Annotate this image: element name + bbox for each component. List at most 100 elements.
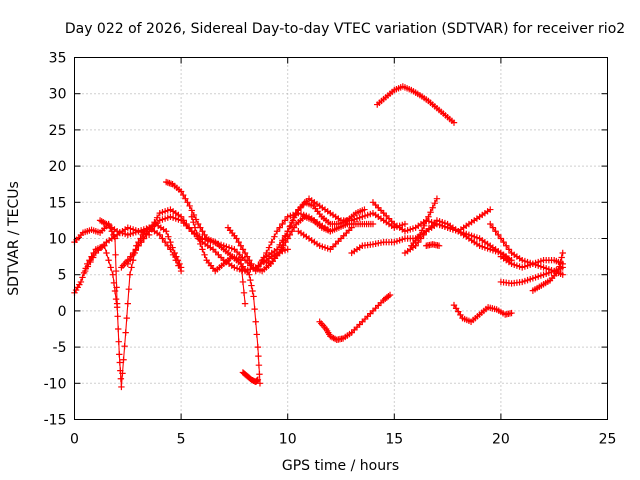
series-arc-9: [224, 213, 377, 275]
data-point: [126, 271, 134, 278]
data-point: [188, 213, 195, 220]
y-tick-label: 5: [58, 268, 67, 284]
data-point: [165, 233, 172, 240]
data-point: [247, 276, 254, 284]
data-point: [143, 231, 150, 239]
data-point: [427, 209, 434, 216]
data-point: [425, 213, 432, 220]
x-axis-label: GPS time / hours: [282, 458, 399, 474]
data-point: [500, 238, 507, 246]
data-point: [116, 351, 123, 358]
series-arc-12: [263, 195, 409, 260]
data-point: [503, 242, 510, 249]
data-point: [416, 231, 424, 239]
data-point: [177, 267, 185, 275]
data-point: [201, 231, 208, 239]
data-point: [77, 278, 85, 286]
data-point: [167, 246, 174, 253]
data-point: [273, 228, 281, 235]
data-point: [251, 305, 258, 313]
data-point: [114, 313, 121, 320]
data-point: [254, 343, 262, 351]
data-point: [140, 235, 147, 242]
series-arc-22: [487, 220, 566, 278]
data-point: [559, 249, 566, 257]
data-point: [239, 246, 247, 253]
data-point: [180, 191, 187, 199]
data-point: [116, 359, 124, 366]
data-point: [271, 233, 278, 240]
data-point: [186, 202, 193, 210]
data-point: [199, 228, 206, 235]
data-point: [497, 235, 505, 242]
data-point: [276, 224, 283, 231]
data-point: [286, 231, 294, 239]
data-point: [123, 314, 130, 322]
data-point: [135, 242, 142, 249]
series-arc-20: [423, 241, 443, 249]
data-point: [455, 308, 462, 315]
y-tick-label: 0: [58, 304, 67, 320]
data-point: [495, 231, 502, 239]
data-point: [401, 220, 409, 228]
data-point: [172, 257, 179, 264]
data-point: [89, 254, 97, 261]
data-point: [273, 246, 281, 253]
data-point: [125, 285, 133, 293]
data-point: [433, 195, 441, 202]
data-point: [107, 264, 114, 271]
data-point: [284, 228, 291, 235]
data-point: [235, 238, 242, 246]
series-arc-10: [239, 369, 262, 386]
data-point: [118, 383, 125, 391]
data-point: [287, 222, 294, 230]
axis-ticks: 0 5 10 15 20 25 -15 -10 -5 0 5 10 15 20 25 30 35: [44, 51, 617, 448]
data-point: [199, 246, 206, 253]
data-point: [127, 256, 134, 263]
series-arc-5: [162, 178, 264, 387]
data-point: [246, 257, 253, 264]
series-arc-16: [374, 83, 458, 126]
y-tick-label: 10: [49, 232, 67, 248]
y-tick-label: 30: [49, 87, 67, 103]
data-point: [452, 305, 460, 312]
data-point: [256, 371, 263, 378]
series-arc-13: [295, 224, 355, 253]
data-point: [184, 199, 191, 206]
series-arc-25: [529, 249, 566, 294]
data-point: [292, 211, 299, 219]
data-point: [249, 287, 256, 295]
data-point: [182, 195, 189, 202]
data-point: [489, 224, 497, 231]
data-point: [558, 254, 565, 261]
data-point: [418, 227, 426, 234]
y-tick-label: 35: [49, 51, 67, 67]
data-point: [132, 247, 139, 254]
data-point: [194, 235, 202, 242]
y-tick-label: -10: [44, 376, 67, 392]
data-point: [255, 362, 263, 369]
data-point: [361, 206, 368, 213]
data-point: [197, 240, 204, 248]
data-point: [457, 311, 464, 319]
series-arc-19: [408, 195, 441, 249]
data-point: [246, 271, 253, 278]
data-point: [122, 329, 129, 336]
series-arc-14: [316, 291, 394, 344]
y-tick-label: -5: [53, 340, 67, 356]
data-point: [487, 220, 494, 228]
data-point: [268, 238, 275, 246]
data-point: [237, 242, 244, 249]
x-tick-label: 15: [385, 432, 403, 448]
data-point: [289, 217, 297, 224]
data-point: [237, 257, 244, 264]
x-tick-label: 25: [599, 432, 617, 448]
y-tick-label: 25: [49, 123, 67, 139]
data-point: [177, 188, 185, 195]
y-tick-label: 20: [49, 159, 67, 175]
data-point: [129, 251, 137, 258]
data-point: [348, 224, 355, 231]
data-point: [557, 258, 564, 266]
data-point: [281, 232, 289, 239]
data-point: [175, 262, 182, 269]
